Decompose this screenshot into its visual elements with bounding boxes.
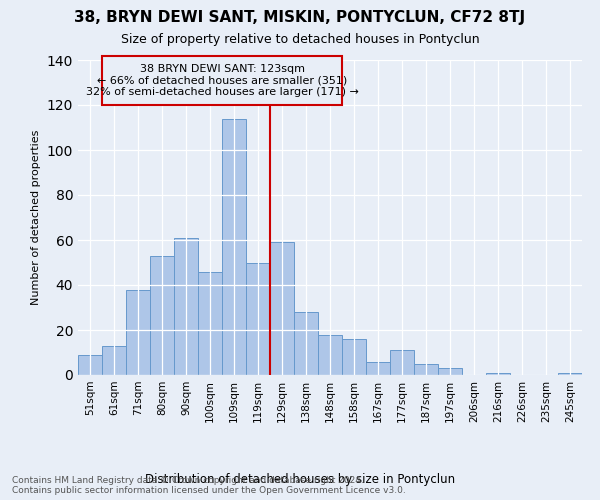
- Bar: [270, 242, 294, 375]
- Bar: [438, 368, 462, 375]
- Bar: [198, 272, 222, 375]
- Text: 32% of semi-detached houses are larger (171) →: 32% of semi-detached houses are larger (…: [86, 87, 358, 97]
- Text: Size of property relative to detached houses in Pontyclun: Size of property relative to detached ho…: [121, 32, 479, 46]
- Bar: [126, 290, 150, 375]
- Bar: [390, 350, 414, 375]
- Text: Distribution of detached houses by size in Pontyclun: Distribution of detached houses by size …: [145, 472, 455, 486]
- Bar: [78, 355, 102, 375]
- Text: ← 66% of detached houses are smaller (351): ← 66% of detached houses are smaller (35…: [97, 76, 347, 86]
- Bar: [486, 373, 510, 375]
- Bar: [102, 346, 126, 375]
- Bar: [558, 373, 582, 375]
- Text: Contains HM Land Registry data © Crown copyright and database right 2024.
Contai: Contains HM Land Registry data © Crown c…: [12, 476, 406, 495]
- Text: 38 BRYN DEWI SANT: 123sqm: 38 BRYN DEWI SANT: 123sqm: [139, 64, 305, 74]
- Text: 38, BRYN DEWI SANT, MISKIN, PONTYCLUN, CF72 8TJ: 38, BRYN DEWI SANT, MISKIN, PONTYCLUN, C…: [74, 10, 526, 25]
- Bar: [294, 312, 318, 375]
- Bar: [414, 364, 438, 375]
- FancyBboxPatch shape: [102, 56, 342, 105]
- Bar: [246, 262, 270, 375]
- Bar: [174, 238, 198, 375]
- Bar: [222, 118, 246, 375]
- Bar: [150, 256, 174, 375]
- Bar: [342, 339, 366, 375]
- Y-axis label: Number of detached properties: Number of detached properties: [31, 130, 41, 305]
- Bar: [318, 334, 342, 375]
- Bar: [366, 362, 390, 375]
